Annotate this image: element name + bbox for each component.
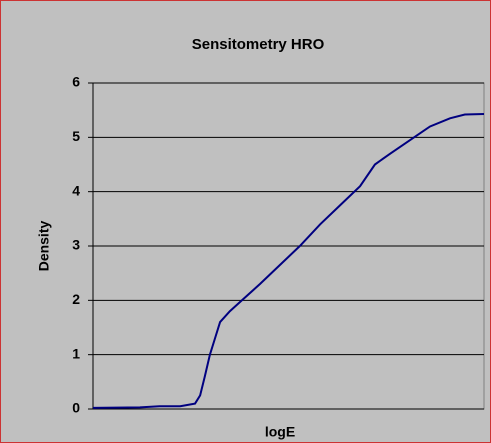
y-tick-label: 4	[72, 182, 80, 198]
data-line	[92, 112, 485, 409]
y-tick-label: 6	[72, 74, 80, 90]
y-tick-label: 5	[72, 128, 80, 144]
y-tick-label: 1	[72, 345, 80, 361]
x-axis-label: logE	[265, 424, 295, 440]
y-axis-label: Density	[36, 221, 52, 272]
y-tick-label: 3	[72, 237, 80, 253]
y-tick-label: 2	[72, 291, 80, 307]
chart-title: Sensitometry HRO	[192, 36, 325, 53]
y-tick-label: 0	[72, 400, 80, 416]
